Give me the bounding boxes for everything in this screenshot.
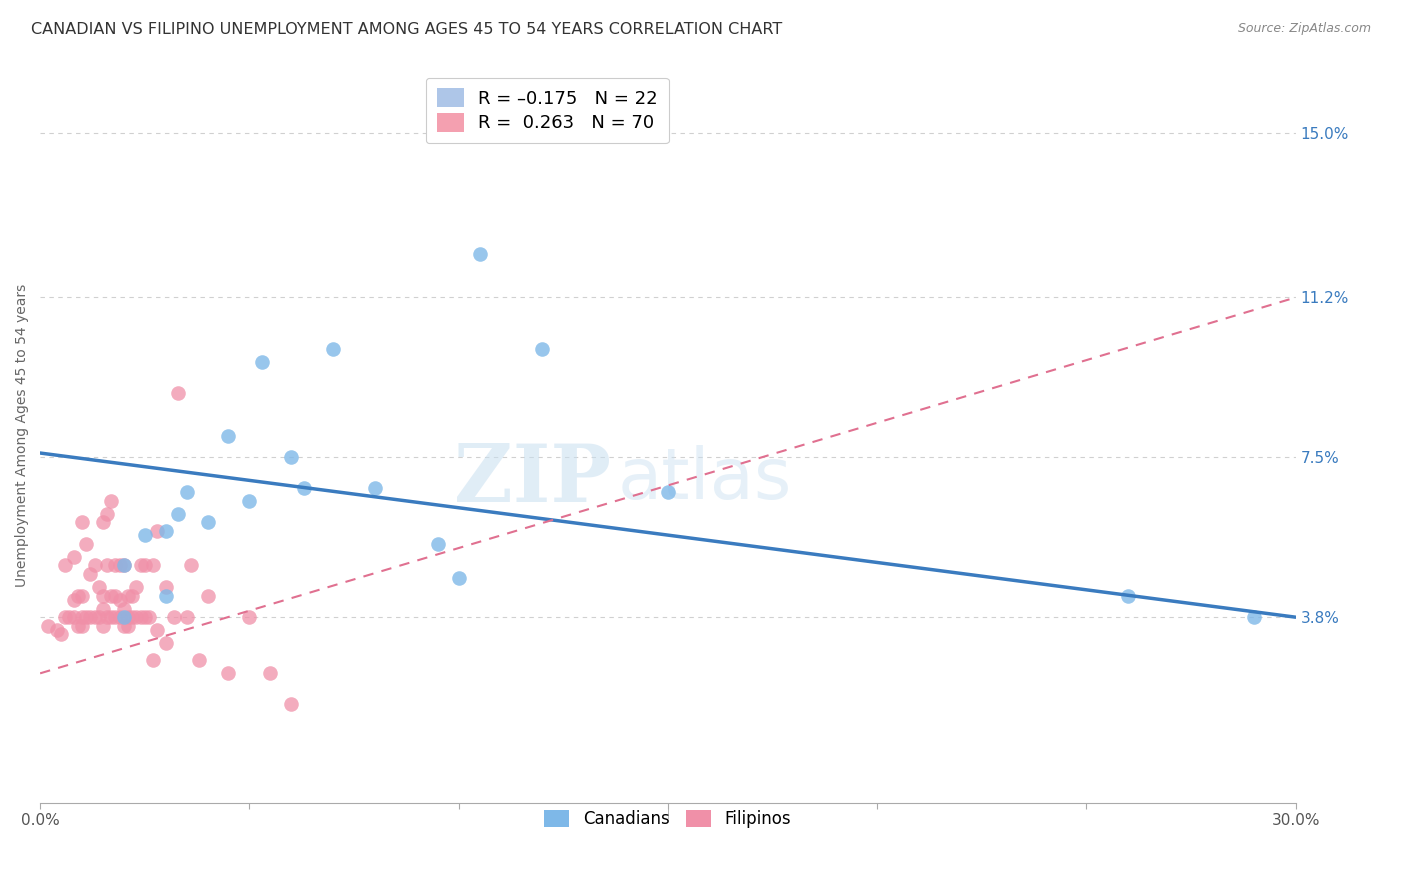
Point [134, 528, 156, 542]
Point [117, 589, 139, 603]
Point [87, 610, 110, 624]
Point [112, 558, 135, 573]
Point [91, 589, 114, 603]
Point [155, 589, 177, 603]
Point [70, 610, 93, 624]
Point [238, 493, 260, 508]
Point [83, 558, 105, 573]
Point [117, 610, 139, 624]
Point [364, 481, 387, 495]
Point [37, 619, 59, 633]
Point [66, 619, 89, 633]
Point [104, 589, 127, 603]
Point [79, 610, 101, 624]
Point [447, 571, 470, 585]
Point [104, 558, 127, 573]
Point [280, 697, 302, 711]
Point [112, 619, 135, 633]
Text: ZIP: ZIP [454, 441, 612, 519]
Point [104, 610, 127, 624]
Point [62, 549, 84, 564]
Point [91, 601, 114, 615]
Point [259, 666, 281, 681]
Point [117, 619, 139, 633]
Point [238, 610, 260, 624]
Y-axis label: Unemployment Among Ages 45 to 54 years: Unemployment Among Ages 45 to 54 years [15, 285, 30, 587]
Point [112, 601, 135, 615]
Point [134, 558, 156, 573]
Point [108, 558, 131, 573]
Point [45, 623, 67, 637]
Point [1116, 589, 1139, 603]
Point [322, 343, 344, 357]
Point [180, 558, 202, 573]
Point [1243, 610, 1265, 624]
Point [62, 593, 84, 607]
Point [121, 589, 143, 603]
Point [100, 493, 122, 508]
Point [138, 610, 160, 624]
Point [280, 450, 302, 465]
Point [75, 537, 97, 551]
Point [112, 610, 135, 624]
Point [129, 610, 152, 624]
Point [70, 515, 93, 529]
Point [58, 610, 80, 624]
Point [176, 484, 198, 499]
Point [70, 589, 93, 603]
Point [292, 481, 315, 495]
Text: atlas: atlas [617, 445, 792, 515]
Text: CANADIAN VS FILIPINO UNEMPLOYMENT AMONG AGES 45 TO 54 YEARS CORRELATION CHART: CANADIAN VS FILIPINO UNEMPLOYMENT AMONG … [31, 22, 782, 37]
Point [125, 580, 148, 594]
Point [125, 610, 148, 624]
Point [83, 610, 105, 624]
Point [96, 610, 118, 624]
Point [146, 524, 169, 538]
Point [134, 610, 156, 624]
Point [426, 537, 449, 551]
Point [163, 610, 186, 624]
Point [121, 610, 143, 624]
Point [142, 653, 165, 667]
Point [108, 610, 131, 624]
Point [70, 619, 93, 633]
Point [167, 385, 190, 400]
Point [217, 666, 239, 681]
Point [96, 507, 118, 521]
Point [155, 580, 177, 594]
Point [100, 589, 122, 603]
Point [53, 610, 76, 624]
Point [66, 589, 89, 603]
Point [468, 247, 491, 261]
Point [176, 610, 198, 624]
Point [129, 558, 152, 573]
Point [112, 558, 135, 573]
Point [49, 627, 72, 641]
Point [100, 610, 122, 624]
Point [197, 515, 219, 529]
Point [53, 558, 76, 573]
Point [217, 428, 239, 442]
Point [79, 566, 101, 581]
Point [91, 619, 114, 633]
Legend: Canadians, Filipinos: Canadians, Filipinos [538, 804, 797, 835]
Text: Source: ZipAtlas.com: Source: ZipAtlas.com [1237, 22, 1371, 36]
Point [657, 484, 679, 499]
Point [188, 653, 211, 667]
Point [167, 507, 190, 521]
Point [531, 343, 554, 357]
Point [96, 558, 118, 573]
Point [146, 623, 169, 637]
Point [155, 636, 177, 650]
Point [75, 610, 97, 624]
Point [62, 610, 84, 624]
Point [250, 355, 273, 369]
Point [142, 558, 165, 573]
Point [197, 589, 219, 603]
Point [108, 593, 131, 607]
Point [155, 524, 177, 538]
Point [91, 515, 114, 529]
Point [87, 580, 110, 594]
